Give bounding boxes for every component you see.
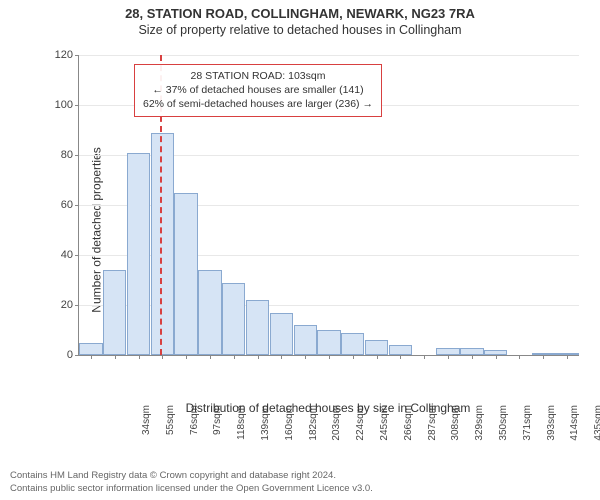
annotation-box: 28 STATION ROAD: 103sqm← 37% of detached… [134, 64, 382, 117]
annotation-line2: ← 37% of detached houses are smaller (14… [143, 83, 373, 97]
ytick-label: 40 [61, 249, 79, 261]
histogram-bar [436, 348, 459, 356]
histogram-bar [365, 340, 388, 355]
histogram-bar [341, 333, 364, 356]
xtick-mark [329, 355, 330, 359]
xtick-mark [377, 355, 378, 359]
xtick-mark [115, 355, 116, 359]
histogram-bar [460, 348, 483, 356]
ytick-label: 80 [61, 149, 79, 161]
xtick-mark [305, 355, 306, 359]
histogram-bar [79, 343, 102, 356]
histogram-bar [103, 270, 126, 355]
page-title-line1: 28, STATION ROAD, COLLINGHAM, NEWARK, NG… [0, 0, 600, 21]
xtick-mark [448, 355, 449, 359]
chart-region: Number of detached properties 0204060801… [48, 45, 584, 415]
x-axis-title: Distribution of detached houses by size … [48, 401, 600, 415]
xtick-mark [139, 355, 140, 359]
xtick-mark [281, 355, 282, 359]
annotation-line3: 62% of semi-detached houses are larger (… [143, 97, 373, 111]
footer-line2: Contains public sector information licen… [10, 483, 373, 495]
xtick-mark [162, 355, 163, 359]
ytick-label: 100 [55, 99, 79, 111]
xtick-mark [400, 355, 401, 359]
histogram-bar [198, 270, 221, 355]
histogram-bar [317, 330, 340, 355]
histogram-bar [270, 313, 293, 356]
ytick-label: 120 [55, 49, 79, 61]
histogram-bar [151, 133, 174, 356]
xtick-mark [472, 355, 473, 359]
xtick-mark [353, 355, 354, 359]
histogram-bar [127, 153, 150, 356]
xtick-mark [496, 355, 497, 359]
xtick-mark [543, 355, 544, 359]
ytick-label: 20 [61, 299, 79, 311]
xtick-mark [210, 355, 211, 359]
xtick-mark [567, 355, 568, 359]
histogram-bar [294, 325, 317, 355]
page-title-line2: Size of property relative to detached ho… [0, 23, 600, 37]
ytick-label: 60 [61, 199, 79, 211]
annotation-line1: 28 STATION ROAD: 103sqm [143, 69, 373, 83]
footer-line1: Contains HM Land Registry data © Crown c… [10, 470, 373, 482]
xtick-mark [186, 355, 187, 359]
gridline [79, 55, 579, 56]
xtick-mark [234, 355, 235, 359]
xtick-mark [424, 355, 425, 359]
plot-area: 02040608010012034sqm55sqm76sqm97sqm118sq… [78, 55, 579, 356]
xtick-mark [258, 355, 259, 359]
histogram-bar [174, 193, 197, 356]
ytick-label: 0 [67, 349, 79, 361]
footer-attribution: Contains HM Land Registry data © Crown c… [10, 470, 373, 495]
histogram-bar [222, 283, 245, 356]
histogram-bar [246, 300, 269, 355]
xtick-mark [91, 355, 92, 359]
histogram-bar [389, 345, 412, 355]
xtick-mark [519, 355, 520, 359]
